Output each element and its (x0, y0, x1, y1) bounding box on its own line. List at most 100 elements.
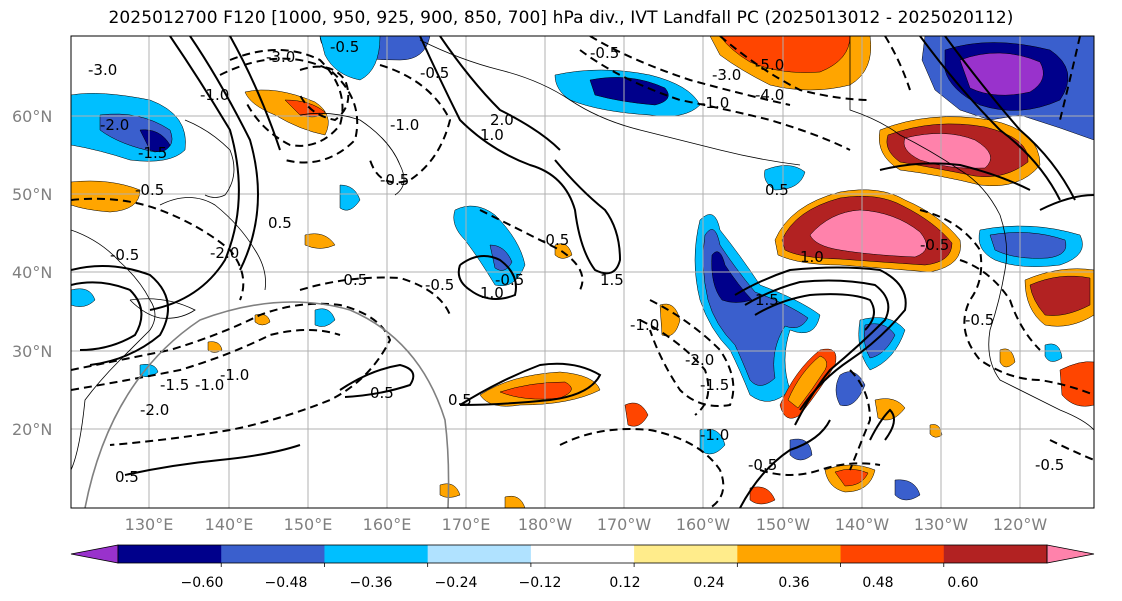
fill-region (749, 486, 776, 505)
contour-label: 1.5 (600, 271, 624, 289)
contour-label: -0.5 (338, 271, 367, 289)
contour-label: -0.5 (495, 271, 524, 289)
fill-region (139, 129, 171, 152)
fill-region (999, 348, 1016, 368)
colorbar-segment (943, 545, 1048, 563)
contour-label: -1.5 (700, 376, 729, 394)
fill-region (789, 438, 813, 461)
contour-label: 1.0 (800, 248, 824, 266)
contour-label: -3.0 (266, 48, 295, 66)
lat-label: 40°N (12, 263, 52, 282)
fill-region (504, 495, 526, 508)
contour-label: -0.5 (920, 236, 949, 254)
contour-label: -1.0 (630, 316, 659, 334)
fill-region (903, 133, 991, 169)
lon-label: 130°E (125, 515, 174, 534)
contour-label: -1.0 (195, 376, 224, 394)
fill-region (489, 244, 513, 271)
lat-label: 30°N (12, 342, 52, 361)
lon-label: 120°W (993, 515, 1048, 534)
colorbar-tick-labels: −0.60 −0.48 −0.36 −0.24 −0.12 0.12 0.24 … (181, 575, 979, 591)
contour-label: -1.0 (220, 366, 249, 384)
lon-label: 170°E (442, 515, 491, 534)
colorbar-tick-label: −0.12 (519, 575, 562, 591)
contour-label: 1.5 (755, 291, 779, 309)
fill-region (929, 424, 943, 438)
fill-region (809, 209, 927, 258)
contour-label: 0.5 (268, 214, 292, 232)
colorbar-tick-label: 0.24 (693, 575, 724, 591)
contour-label: 0.5 (115, 468, 139, 486)
contour-label: -2.0 (210, 244, 239, 262)
contour-label: -0.5 (540, 231, 569, 249)
contour-label: -5.0 (755, 56, 784, 74)
colorbar-segment (530, 545, 635, 563)
fill-region (1044, 343, 1063, 362)
colorbar-tick-label: 0.12 (609, 575, 640, 591)
lon-label: 150°E (284, 515, 333, 534)
fill-region (834, 469, 869, 487)
fill-region (304, 233, 336, 249)
fill-region (314, 308, 336, 327)
fill-region (835, 371, 866, 407)
fill-region (894, 479, 921, 501)
lon-label: 130°W (914, 515, 969, 534)
colorbar-tick-label: 0.36 (778, 575, 809, 591)
contour-label: 0.5 (370, 384, 394, 402)
colorbar-extend-min (70, 544, 119, 564)
contour-label: -0.5 (1035, 456, 1064, 474)
lat-label: 50°N (12, 185, 52, 204)
contour-label: 0.5 (448, 391, 472, 409)
lon-label: 150°W (756, 515, 811, 534)
colorbar-tick-label: −0.36 (350, 575, 393, 591)
lon-label: 180°W (518, 515, 573, 534)
contour-label: -3.0 (712, 66, 741, 84)
contour-label: -1.5 (160, 376, 189, 394)
colorbar-segment (118, 545, 222, 563)
contour-label: -0.5 (110, 246, 139, 264)
contour-labels: -3.0 -3.0 -1.0 -2.0 -1.5 -0.5 -1.0 -0.5 … (88, 38, 1064, 486)
contour-label: 1.0 (480, 284, 504, 302)
colorbar-tick-label: −0.24 (435, 575, 478, 591)
fill-region (624, 402, 649, 427)
fill-region (244, 89, 329, 136)
map-frame (70, 35, 1095, 509)
contour-label: -0.5 (748, 456, 777, 474)
contour-label: -1.0 (700, 426, 729, 444)
contour-label: -0.5 (425, 276, 454, 294)
lon-label: 160°E (363, 515, 412, 534)
fill-region (499, 381, 572, 400)
fill-region (339, 184, 361, 211)
contour-label: 0.5 (765, 181, 789, 199)
colorbar-segment (737, 545, 842, 563)
lon-label: 140°E (205, 515, 254, 534)
positive-contours (71, 36, 1094, 508)
fill-region (1059, 361, 1094, 407)
contour-label: -0.5 (965, 311, 994, 329)
fill-region (764, 165, 806, 191)
contour-label: -0.5 (135, 181, 164, 199)
coastlines (71, 36, 1094, 471)
latitude-labels: 60°N 50°N 40°N 30°N 20°N (12, 107, 52, 439)
contour-label: -2.0 (685, 351, 714, 369)
fill-region (319, 36, 381, 81)
contour-label: -0.5 (420, 64, 449, 82)
fill-region (719, 36, 851, 73)
longitude-labels: 130°E 140°E 150°E 160°E 170°E 180°W 170°… (125, 515, 1048, 534)
contour-label: -1.0 (200, 86, 229, 104)
colorbar-segment (427, 545, 532, 563)
contour-label: -2.0 (140, 401, 169, 419)
contour-label: -3.0 (88, 61, 117, 79)
fill-region (787, 355, 827, 409)
map-title: 2025012700 F120 [1000, 950, 925, 900, 85… (108, 8, 1014, 28)
colorbar-outline (117, 544, 1048, 564)
contour-label: -0.5 (590, 44, 619, 62)
contour-label: 1.0 (480, 126, 504, 144)
fill-region (71, 180, 141, 213)
map-plot-area: -3.0 -3.0 -1.0 -2.0 -1.5 -0.5 -1.0 -0.5 … (71, 36, 1094, 508)
fill-region (959, 52, 1044, 96)
colorbar-tick-label: 0.48 (862, 575, 893, 591)
lat-label: 60°N (12, 107, 52, 126)
contour-label: -1.0 (390, 116, 419, 134)
fill-region (989, 232, 1067, 259)
